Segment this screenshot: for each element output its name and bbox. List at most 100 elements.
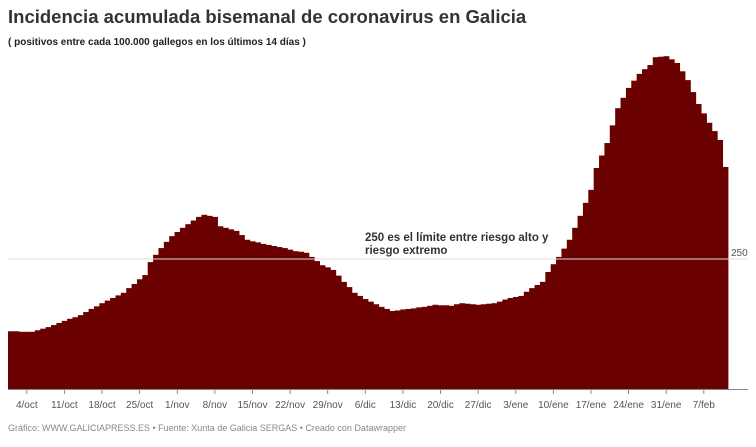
bar — [432, 304, 439, 389]
x-tick-label: 6/dic — [355, 400, 376, 411]
bars-group — [8, 56, 729, 390]
bar — [228, 229, 235, 389]
bar — [93, 306, 100, 389]
bar — [260, 243, 267, 389]
x-tick-label: 18/oct — [88, 400, 115, 411]
bar-chart: 250 250 es el límite entre riesgo alto y… — [8, 56, 748, 411]
bar — [400, 309, 407, 389]
bar — [410, 308, 417, 389]
bar — [169, 236, 175, 389]
bar — [572, 227, 578, 389]
x-tick-label: 10/ene — [538, 400, 569, 411]
annotation-line-2: riesgo extremo — [365, 245, 447, 257]
bar — [674, 62, 681, 390]
bar — [40, 328, 47, 389]
bar — [72, 317, 79, 389]
bar — [496, 301, 503, 389]
bar — [647, 65, 654, 389]
bar — [303, 252, 310, 389]
bar — [120, 292, 127, 389]
bar — [83, 312, 89, 389]
reference-line-label: 250 — [731, 248, 748, 259]
bar — [491, 303, 498, 389]
bar — [695, 104, 702, 389]
bar — [298, 251, 304, 389]
bar — [443, 305, 449, 389]
bar — [314, 261, 321, 389]
bar — [346, 287, 353, 389]
bar — [201, 214, 208, 389]
bar — [453, 304, 460, 389]
x-tick-label: 1/nov — [165, 400, 189, 411]
bar — [480, 304, 487, 389]
bar — [464, 303, 471, 389]
bar — [550, 264, 557, 389]
bar — [523, 291, 530, 389]
bar — [244, 239, 251, 389]
bar — [77, 315, 84, 389]
bar — [502, 299, 509, 389]
bar — [717, 139, 724, 389]
bar — [282, 248, 288, 389]
bar — [437, 305, 444, 389]
bar — [110, 298, 116, 389]
bar — [357, 295, 364, 389]
bar — [131, 283, 138, 389]
bar — [658, 56, 664, 389]
bar — [67, 318, 73, 389]
bar — [470, 304, 476, 389]
bar — [330, 269, 337, 389]
bar — [222, 227, 229, 389]
bar — [115, 295, 122, 389]
bar — [147, 262, 154, 389]
bar — [18, 331, 25, 389]
bar — [325, 267, 331, 389]
bar — [636, 73, 643, 389]
bar — [679, 71, 686, 389]
bar — [233, 230, 240, 389]
bar — [507, 298, 514, 389]
x-tick-label: 13/dic — [390, 400, 417, 411]
bar — [539, 281, 546, 389]
x-axis-ticks: 4/oct 11/oct 18/oct 25/oct 1/nov 8/nov 15/nov 2… — [16, 390, 715, 411]
bar — [308, 256, 315, 389]
x-tick-label: 17/ene — [576, 400, 607, 411]
bar — [668, 59, 675, 389]
bar — [642, 69, 648, 389]
bar — [362, 299, 369, 389]
bar — [711, 131, 718, 389]
bar — [620, 97, 627, 390]
bar — [206, 215, 213, 389]
x-tick-label: 15/nov — [237, 400, 267, 411]
bar — [158, 248, 165, 389]
annotation-line-1: 250 es el límite entre riesgo alto y — [365, 232, 549, 244]
bar — [255, 242, 261, 389]
bar — [475, 304, 482, 389]
bar — [378, 306, 385, 389]
bar — [599, 155, 605, 389]
bar — [556, 256, 562, 389]
bar — [13, 331, 20, 389]
bar — [61, 320, 68, 389]
bar — [276, 247, 283, 389]
bar — [99, 303, 106, 389]
bar — [561, 248, 568, 389]
bar — [163, 241, 170, 389]
bar — [217, 226, 224, 389]
bar — [8, 331, 14, 389]
bar — [518, 295, 525, 389]
bar — [249, 241, 256, 389]
bar — [459, 303, 466, 389]
bar — [566, 239, 573, 389]
bar — [368, 301, 374, 389]
bar — [604, 143, 611, 389]
bar — [706, 122, 713, 389]
chart-title: Incidencia acumulada bisemanal de corona… — [8, 6, 527, 27]
x-tick-label: 22/nov — [275, 400, 305, 411]
bar — [104, 300, 111, 389]
bar — [615, 108, 621, 389]
bar — [265, 244, 272, 389]
bar — [631, 80, 638, 389]
x-tick-label: 25/oct — [126, 400, 153, 411]
bar — [722, 166, 729, 389]
